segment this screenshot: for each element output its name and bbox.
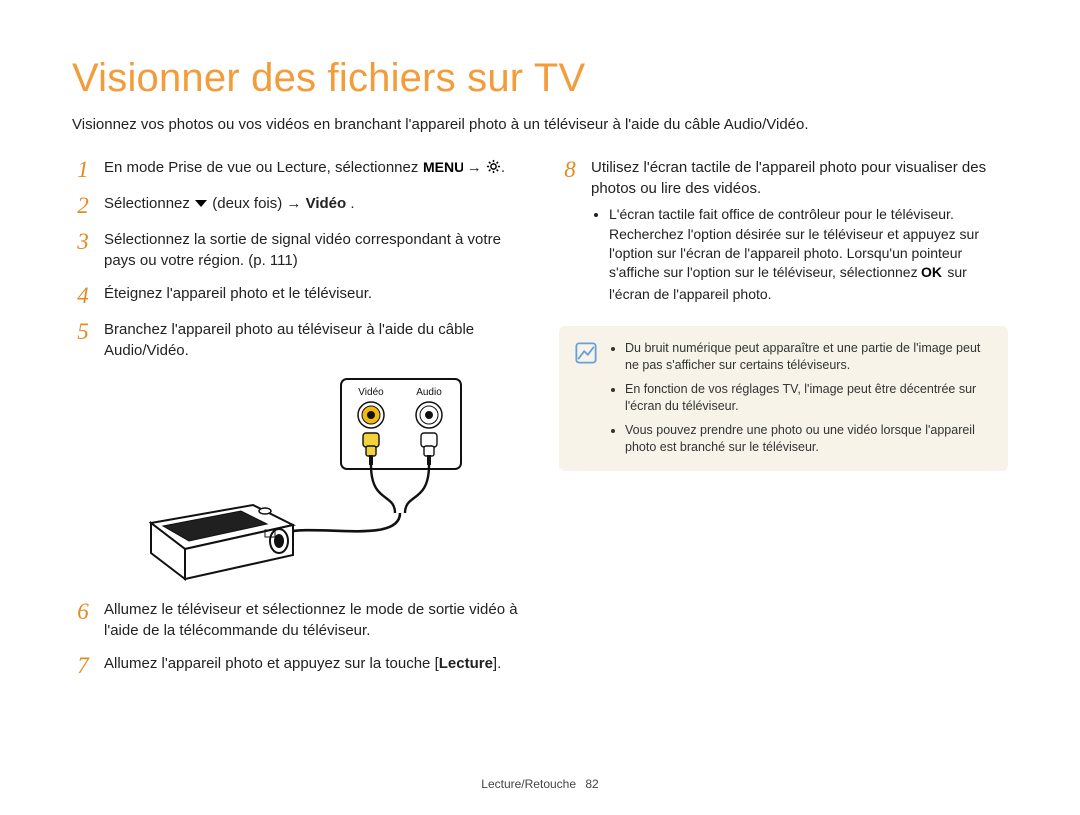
connection-figure-slot: Vidéo Audio <box>72 373 521 587</box>
steps-list-left: 1 En mode Prise de vue ou Lecture, sélec… <box>72 157 521 677</box>
page-title: Visionner des fichiers sur TV <box>72 56 1008 101</box>
step-5: 5 Branchez l'appareil photo au téléviseu… <box>72 319 521 361</box>
right-column: 8 Utilisez l'écran tactile de l'appareil… <box>559 157 1008 689</box>
step-number: 6 <box>72 599 94 641</box>
audio-port-label: Audio <box>416 387 442 398</box>
intro-text: Visionnez vos photos ou vos vidéos en br… <box>72 115 1008 135</box>
camera-illustration <box>151 505 293 579</box>
note-icon <box>575 340 597 457</box>
gear-icon <box>486 159 501 180</box>
step-body: Sélectionnez (deux fois) → Vidéo . <box>104 193 521 217</box>
note-item: Du bruit numérique peut apparaître et un… <box>625 340 992 375</box>
step-7: 7 Allumez l'appareil photo et appuyez su… <box>72 653 521 677</box>
step-body: Allumez le téléviseur et sélectionnez le… <box>104 599 521 641</box>
sub-bullets: L'écran tactile fait office de contrôleu… <box>591 205 1008 304</box>
page-footer: Lecture/Retouche 82 <box>0 777 1080 791</box>
step-body: Allumez l'appareil photo et appuyez sur … <box>104 653 521 677</box>
tv-inputs-panel: Vidéo Audio <box>341 379 461 469</box>
sub-bullet: L'écran tactile fait office de contrôleu… <box>609 205 1008 304</box>
note-item: En fonction de vos réglages TV, l'image … <box>625 381 992 416</box>
svg-text:OK: OK <box>921 265 942 279</box>
steps-list-right: 8 Utilisez l'écran tactile de l'appareil… <box>559 157 1008 304</box>
step-number: 7 <box>72 653 94 677</box>
note-list: Du bruit numérique peut apparaître et un… <box>609 340 992 457</box>
note-box: Du bruit numérique peut apparaître et un… <box>559 326 1008 471</box>
step-body: En mode Prise de vue ou Lecture, sélecti… <box>104 157 521 181</box>
menu-icon: MENU <box>423 159 463 180</box>
step-number: 8 <box>559 157 581 304</box>
step-3: 3 Sélectionnez la sortie de signal vidéo… <box>72 229 521 271</box>
ok-icon: OK <box>921 265 943 284</box>
step-body: Sélectionnez la sortie de signal vidéo c… <box>104 229 521 271</box>
manual-page: Visionner des fichiers sur TV Visionnez … <box>0 0 1080 815</box>
step-number: 1 <box>72 157 94 181</box>
connection-figure: Vidéo Audio <box>98 373 521 587</box>
note-item: Vous pouvez prendre une photo ou une vid… <box>625 422 992 457</box>
step-2: 2 Sélectionnez (deux fois) → Vidéo . <box>72 193 521 217</box>
footer-section: Lecture/Retouche <box>481 777 576 791</box>
step-body: Utilisez l'écran tactile de l'appareil p… <box>591 157 1008 304</box>
svg-text:MENU: MENU <box>423 160 463 174</box>
two-column-layout: 1 En mode Prise de vue ou Lecture, sélec… <box>72 157 1008 689</box>
step-6: 6 Allumez le téléviseur et sélectionnez … <box>72 599 521 641</box>
step-number: 2 <box>72 193 94 217</box>
left-column: 1 En mode Prise de vue ou Lecture, sélec… <box>72 157 521 689</box>
step-body: Branchez l'appareil photo au téléviseur … <box>104 319 521 361</box>
video-port-label: Vidéo <box>358 387 384 398</box>
step-1: 1 En mode Prise de vue ou Lecture, sélec… <box>72 157 521 181</box>
camera-tv-cable-illustration: Vidéo Audio <box>145 373 475 587</box>
step-4: 4 Éteignez l'appareil photo et le télévi… <box>72 283 521 307</box>
footer-page-number: 82 <box>585 777 598 791</box>
step-number: 3 <box>72 229 94 271</box>
step-body: Éteignez l'appareil photo et le télévise… <box>104 283 521 307</box>
chevron-down-icon <box>194 194 208 215</box>
step-8: 8 Utilisez l'écran tactile de l'appareil… <box>559 157 1008 304</box>
step-number: 4 <box>72 283 94 307</box>
step-number: 5 <box>72 319 94 361</box>
